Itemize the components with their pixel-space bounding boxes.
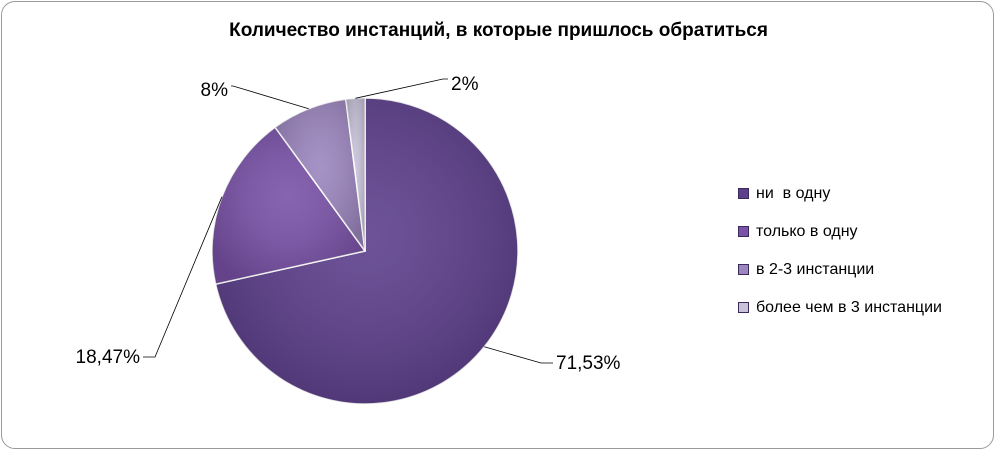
legend-swatch (738, 302, 749, 313)
leader-line (484, 346, 553, 364)
pie-slice-shading (275, 99, 365, 252)
legend-label: в 2-3 инстанции (756, 260, 875, 278)
leader-line (355, 78, 448, 99)
pie-slice-shading (211, 127, 365, 285)
pie-slice-shading (215, 98, 518, 404)
legend: ни в одну только в одну в 2-3 инстанции … (738, 184, 942, 336)
legend-label: ни в одну (756, 184, 831, 202)
legend-label: более чем в 3 инстанции (756, 298, 942, 316)
legend-item: в 2-3 инстанции (738, 260, 942, 279)
legend-item: более чем в 3 инстанции (738, 298, 942, 317)
leader-line (143, 196, 223, 358)
data-label: 18,47% (76, 347, 141, 368)
data-label: 71,53% (556, 353, 621, 374)
data-label: 2% (451, 74, 479, 95)
data-label: 8% (201, 80, 229, 101)
legend-swatch (738, 226, 749, 237)
leader-line (231, 85, 309, 110)
legend-item: только в одну (738, 222, 942, 241)
legend-swatch (738, 188, 749, 199)
legend-label: только в одну (756, 222, 858, 240)
legend-swatch (738, 264, 749, 275)
chart-title: Количество инстанций, в которые пришлось… (229, 20, 768, 41)
legend-item: ни в одну (738, 184, 942, 203)
pie-slice-shading (345, 98, 365, 251)
